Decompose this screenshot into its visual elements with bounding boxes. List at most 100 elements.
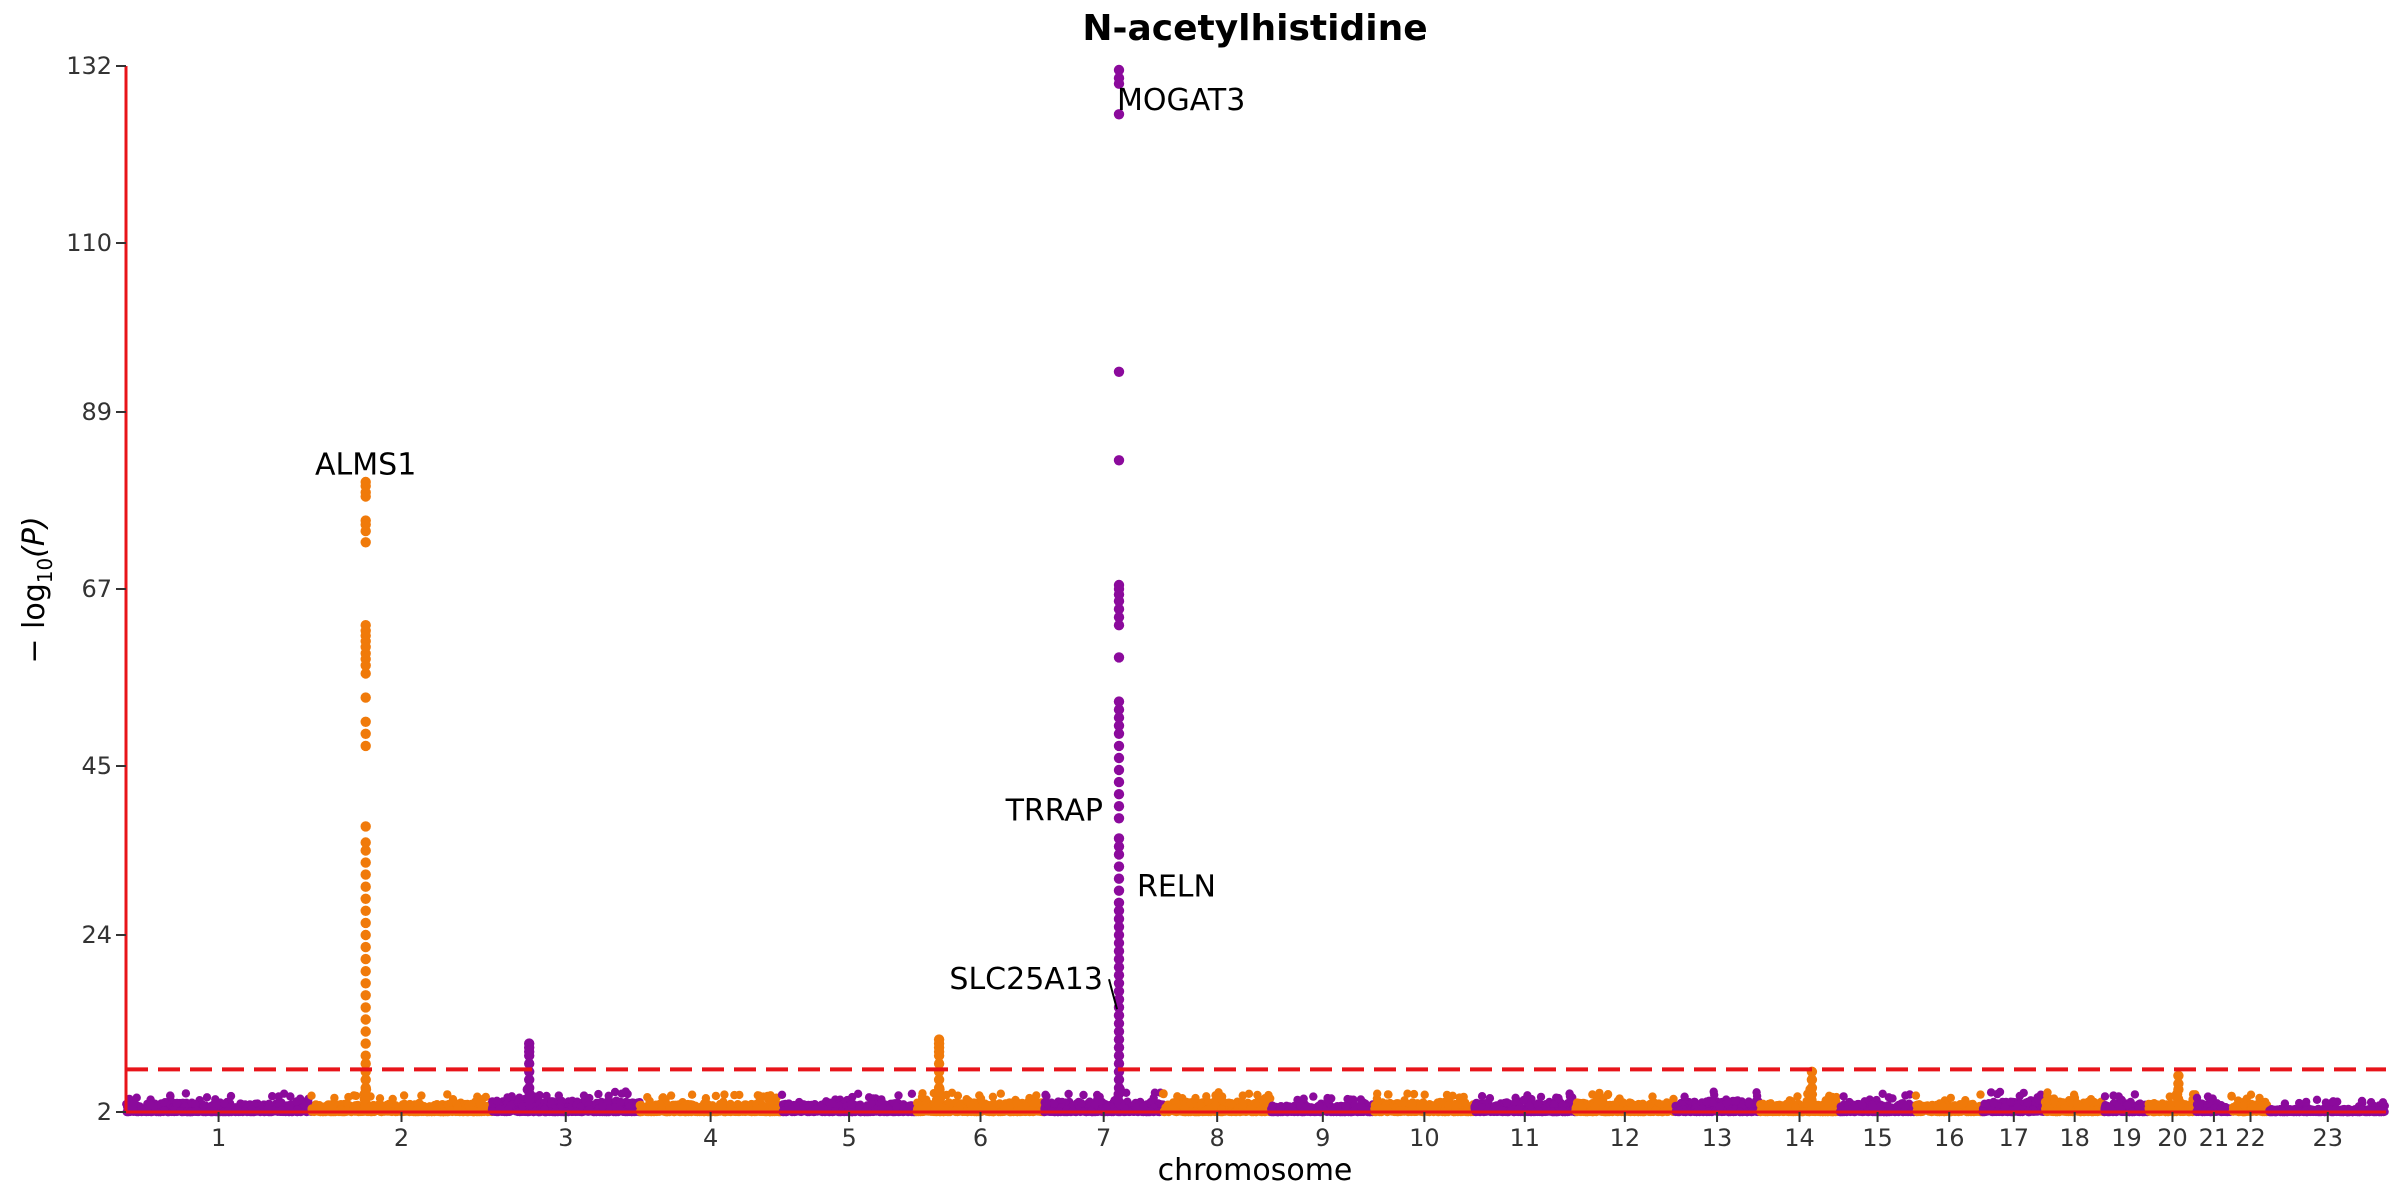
snp-point bbox=[1459, 1092, 1468, 1102]
snp-point bbox=[1253, 1090, 1262, 1100]
snp-point bbox=[594, 1089, 603, 1099]
snp-point bbox=[419, 1102, 429, 1111]
snp-point bbox=[226, 1091, 236, 1101]
snp-point bbox=[892, 1102, 901, 1111]
snp-point bbox=[1591, 1102, 1600, 1112]
snp-point bbox=[914, 1103, 923, 1113]
snp-point bbox=[649, 1102, 658, 1111]
snp-point bbox=[1409, 1089, 1419, 1099]
snp-point bbox=[1132, 1103, 1141, 1112]
snp-point bbox=[1373, 1089, 1382, 1098]
snp-point bbox=[907, 1089, 917, 1099]
snp-point bbox=[181, 1089, 191, 1098]
snp-point bbox=[615, 1098, 625, 1107]
snp-point bbox=[1618, 1098, 1628, 1107]
snp-point bbox=[643, 1093, 652, 1102]
snp-point bbox=[953, 1091, 963, 1100]
snp-point bbox=[1244, 1089, 1254, 1099]
snp-point bbox=[962, 1095, 971, 1104]
snp-point bbox=[231, 1103, 240, 1112]
snp-point bbox=[610, 1087, 620, 1097]
snp-point bbox=[998, 1100, 1008, 1110]
snp-point bbox=[989, 1099, 998, 1108]
snp-point bbox=[1554, 1093, 1563, 1103]
snp-point bbox=[1611, 1100, 1620, 1110]
snp-point bbox=[1033, 1098, 1042, 1107]
snp-point bbox=[1005, 1102, 1014, 1111]
snp-point bbox=[1444, 1101, 1453, 1110]
snp-point bbox=[1299, 1094, 1308, 1103]
snp-point bbox=[292, 1097, 301, 1106]
snp-point bbox=[1211, 1101, 1220, 1110]
snp-point bbox=[720, 1090, 729, 1099]
chromosome-4-points bbox=[635, 1090, 786, 1117]
snp-point bbox=[585, 1093, 594, 1103]
snp-point bbox=[877, 1095, 886, 1104]
snp-point bbox=[443, 1090, 452, 1099]
snp-point bbox=[464, 1101, 474, 1110]
snp-point bbox=[1264, 1090, 1273, 1100]
snp-point bbox=[1343, 1094, 1352, 1104]
snp-point bbox=[220, 1099, 229, 1108]
snp-point bbox=[866, 1099, 876, 1108]
snp-point bbox=[1588, 1090, 1597, 1099]
snp-point bbox=[1373, 1098, 1383, 1108]
snp-point bbox=[399, 1091, 409, 1100]
snp-point bbox=[391, 1101, 401, 1110]
snp-point bbox=[542, 1091, 551, 1101]
snp-point bbox=[172, 1099, 181, 1108]
snp-point bbox=[1502, 1098, 1512, 1107]
snp-point bbox=[268, 1092, 277, 1101]
snp-point bbox=[1079, 1090, 1088, 1100]
snp-point bbox=[1323, 1095, 1332, 1105]
snp-point bbox=[687, 1090, 697, 1099]
snp-point bbox=[1603, 1090, 1613, 1099]
snp-point bbox=[1303, 1102, 1312, 1111]
snp-point bbox=[894, 1091, 903, 1100]
snp-point bbox=[1626, 1098, 1636, 1108]
snp-point bbox=[129, 1099, 139, 1108]
snp-point bbox=[1403, 1089, 1412, 1098]
snp-point bbox=[1450, 1101, 1460, 1110]
snp-point bbox=[946, 1099, 955, 1108]
snp-point bbox=[1654, 1099, 1664, 1108]
snp-point bbox=[476, 1097, 485, 1107]
snp-point bbox=[917, 1092, 927, 1102]
snp-point bbox=[146, 1100, 155, 1110]
snp-point bbox=[1536, 1092, 1546, 1102]
snp-point bbox=[212, 1100, 221, 1109]
snp-point bbox=[1477, 1092, 1487, 1101]
snp-point bbox=[330, 1093, 339, 1103]
snp-point bbox=[1565, 1092, 1575, 1101]
snp-point bbox=[996, 1089, 1005, 1098]
snp-point bbox=[1173, 1092, 1182, 1101]
snp-point bbox=[598, 1102, 607, 1111]
snp-point bbox=[1357, 1102, 1366, 1111]
snp-point bbox=[988, 1092, 998, 1102]
snp-point bbox=[1418, 1103, 1428, 1113]
snp-point bbox=[777, 1090, 787, 1100]
snp-point bbox=[402, 1102, 411, 1112]
snp-point bbox=[190, 1099, 200, 1109]
snp-point bbox=[1341, 1102, 1351, 1111]
snp-point bbox=[1350, 1101, 1359, 1110]
snp-point bbox=[417, 1091, 426, 1100]
snp-point bbox=[1139, 1102, 1148, 1111]
snp-point bbox=[1211, 1091, 1220, 1100]
snp-point bbox=[1149, 1093, 1158, 1103]
snp-point bbox=[730, 1090, 739, 1100]
snp-point bbox=[388, 1094, 397, 1104]
snp-point bbox=[307, 1091, 316, 1100]
chart-title: N-acetylhistidine bbox=[1082, 8, 1427, 49]
snp-point bbox=[847, 1100, 856, 1109]
snp-point bbox=[312, 1101, 321, 1110]
snp-point bbox=[1064, 1089, 1073, 1099]
snp-point bbox=[765, 1100, 774, 1109]
snp-point bbox=[453, 1103, 462, 1113]
snp-point bbox=[492, 1096, 502, 1106]
snp-point bbox=[758, 1101, 767, 1111]
snp-point bbox=[327, 1102, 337, 1111]
snp-point bbox=[1648, 1092, 1657, 1101]
snp-point bbox=[1533, 1100, 1543, 1109]
